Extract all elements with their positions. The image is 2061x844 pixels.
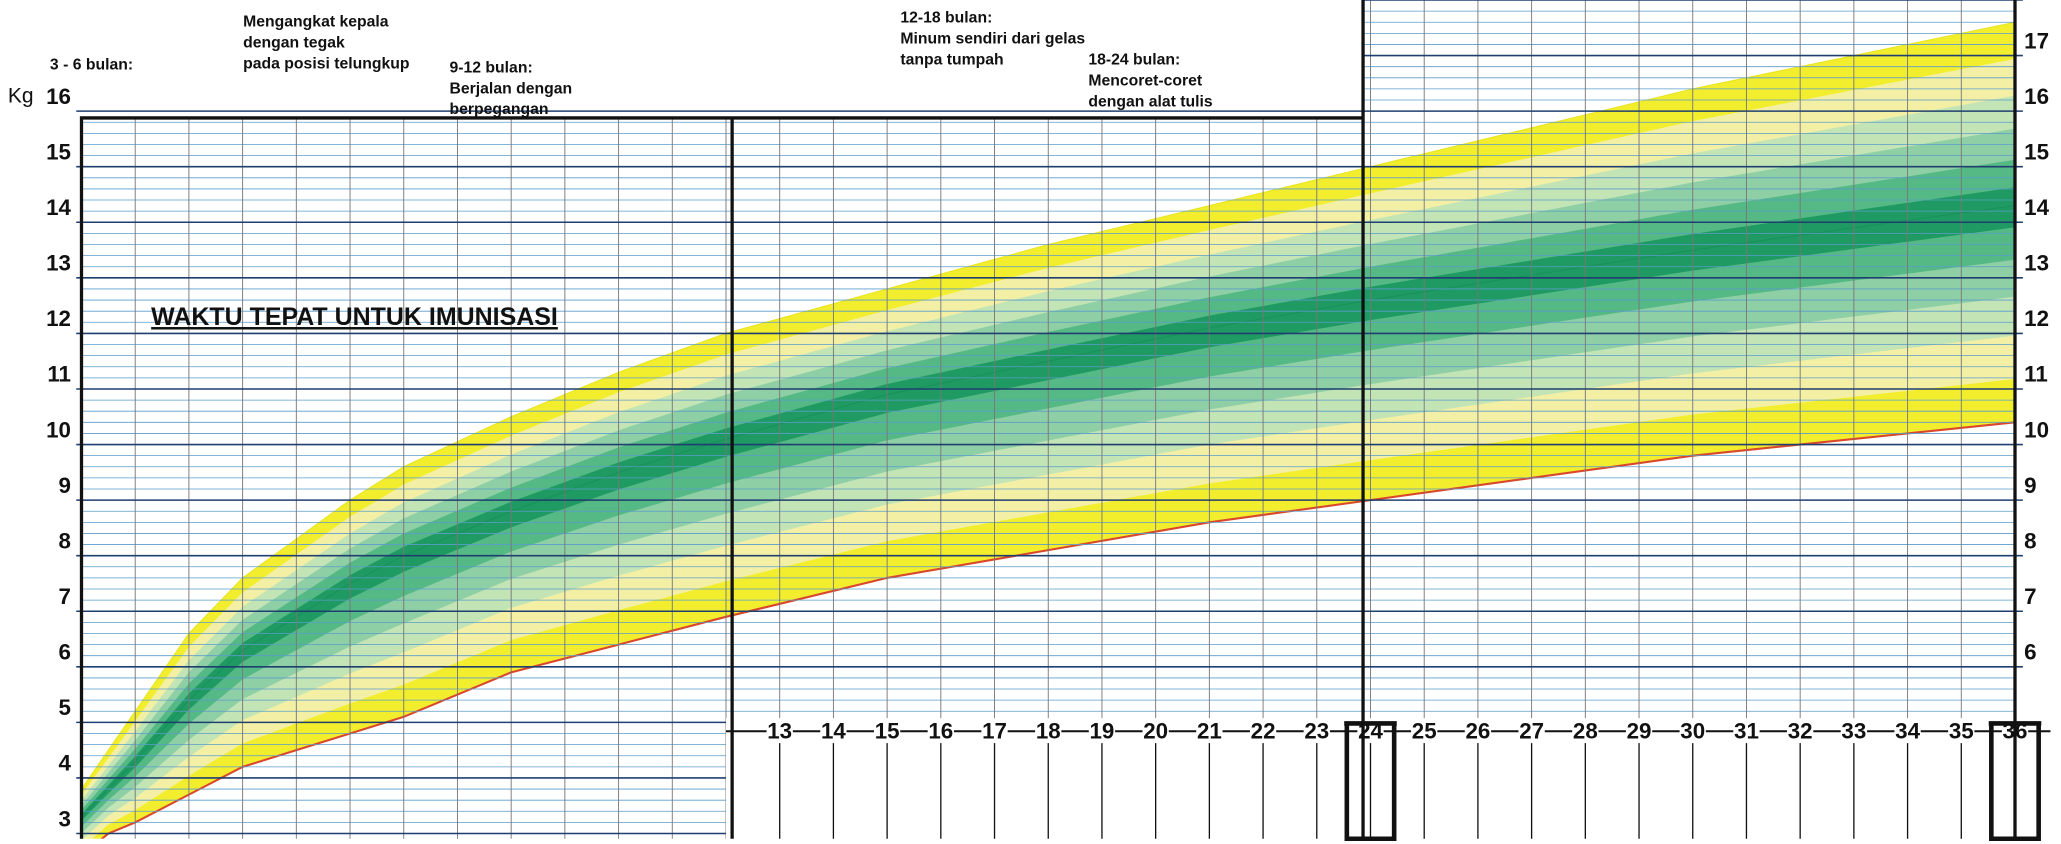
x-tick-label: 13 <box>767 719 792 744</box>
y-tick-label: 15 <box>46 140 71 165</box>
y2-tick-label: 16 <box>2024 84 2049 109</box>
y2-tick-label: 6 <box>2024 640 2036 665</box>
x-tick-label: 17 <box>982 719 1007 744</box>
x-tick-bg <box>981 719 1008 744</box>
x-tick-bg <box>1142 719 1169 744</box>
milestone-period: 9-12 bulan: <box>450 59 533 76</box>
x-tick-label: 15 <box>875 719 900 744</box>
milestone-text: pada posisi telungkup <box>243 55 409 72</box>
x-tick-bg <box>873 719 901 744</box>
x-tick-label: 22 <box>1251 719 1276 744</box>
x-tick-bg <box>1679 719 1706 744</box>
x-tick-label: 31 <box>1734 719 1759 744</box>
x-tick-bg <box>1840 719 1868 744</box>
x-tick-label: 32 <box>1788 719 1813 744</box>
y-tick-label: 9 <box>59 473 71 498</box>
y-tick-label: 14 <box>46 195 71 220</box>
x-tick-bg <box>1948 719 1975 744</box>
x-tick-bg <box>927 719 954 744</box>
x-tick-bg <box>1625 719 1653 744</box>
foreground: 3456789101112131415166789101112131415161… <box>46 0 2051 844</box>
milestone-text: Mencoret-coret <box>1088 72 1203 89</box>
x-tick-label: 23 <box>1304 719 1329 744</box>
y-tick-label: 13 <box>46 251 71 276</box>
title: WAKTU TEPAT UNTUK IMUNISASI <box>151 303 558 331</box>
y-tick-label: 5 <box>59 695 71 720</box>
panel-border <box>79 0 2017 839</box>
milestone-text: berpegangan <box>450 101 549 118</box>
x-tick-bg <box>1464 719 1492 744</box>
y2-tick-label: 9 <box>2024 473 2036 498</box>
milestone-text: Minum sendiri dari gelas <box>900 30 1085 47</box>
x-tick-bg <box>1572 719 1599 744</box>
x-tick-label: 25 <box>1412 719 1437 744</box>
y-tick-label: 12 <box>46 306 71 331</box>
x-tick-label: 16 <box>928 719 953 744</box>
x-tick-bg <box>1733 719 1760 744</box>
y-axis-label: Kg <box>8 85 34 108</box>
y2-tick-label: 17 <box>2024 28 2049 53</box>
x-tick-bg <box>1518 719 1545 744</box>
y2-tick-label: 13 <box>2024 251 2049 276</box>
x-tick-bg <box>1411 719 1438 744</box>
x-tick-label: 26 <box>1465 719 1490 744</box>
x-tick-label: 19 <box>1090 719 1115 744</box>
y-tick-label: 3 <box>59 806 71 831</box>
y2-tick-label: 7 <box>2024 584 2036 609</box>
y2-tick-label: 8 <box>2024 528 2036 553</box>
y2-tick-label: 11 <box>2024 362 2048 387</box>
x-tick-label: 21 <box>1197 719 1222 744</box>
y-tick-label: 10 <box>46 417 71 442</box>
y-tick-label: 4 <box>59 751 72 776</box>
x-tick-bg <box>1035 719 1062 744</box>
month-box <box>1344 721 1397 842</box>
y-tick-label: 11 <box>47 362 71 387</box>
y-tick-label: 8 <box>59 528 71 553</box>
milestone-text: tanpa tumpah <box>900 51 1003 68</box>
x-tick-label: 28 <box>1573 719 1598 744</box>
milestone-text: Berjalan dengan <box>450 80 573 97</box>
x-tick-label: 18 <box>1036 719 1061 744</box>
y-tick-label: 16 <box>46 84 71 109</box>
milestone-period: 12-18 bulan: <box>900 10 992 27</box>
x-tick-bg <box>1303 719 1330 744</box>
x-tick-label: 20 <box>1143 719 1168 744</box>
milestone-text: dengan alat tulis <box>1088 93 1213 110</box>
x-tick-bg <box>1249 719 1277 744</box>
x-tick-bg <box>820 719 847 744</box>
milestone-period: 3 - 6 bulan: <box>50 57 133 74</box>
y-tick-label: 6 <box>59 640 71 665</box>
x-tick-label: 34 <box>1895 719 1920 744</box>
x-tick-label: 35 <box>1949 719 1974 744</box>
y-tick-label: 7 <box>59 584 71 609</box>
y2-tick-label: 15 <box>2024 140 2049 165</box>
milestone-period: 18-24 bulan: <box>1088 51 1180 68</box>
x-tick-bg <box>766 719 793 744</box>
x-tick-label: 29 <box>1627 719 1652 744</box>
x-tick-label: 27 <box>1519 719 1544 744</box>
milestone-text: dengan tegak <box>243 34 345 51</box>
x-tick-bg <box>1196 719 1223 744</box>
x-tick-label: 14 <box>821 719 846 744</box>
x-tick-label: 30 <box>1680 719 1705 744</box>
y2-tick-label: 12 <box>2024 306 2049 331</box>
growth-band <box>81 187 2015 821</box>
y2-tick-label: 10 <box>2024 417 2049 442</box>
x-tick-bg <box>1787 719 1814 744</box>
milestone-text: Mengangkat kepala <box>243 13 389 30</box>
x-tick-bg <box>1088 719 1116 744</box>
x-tick-label: 33 <box>1841 719 1866 744</box>
x-tick-bg <box>1894 719 1921 744</box>
y2-tick-label: 14 <box>2024 195 2049 220</box>
